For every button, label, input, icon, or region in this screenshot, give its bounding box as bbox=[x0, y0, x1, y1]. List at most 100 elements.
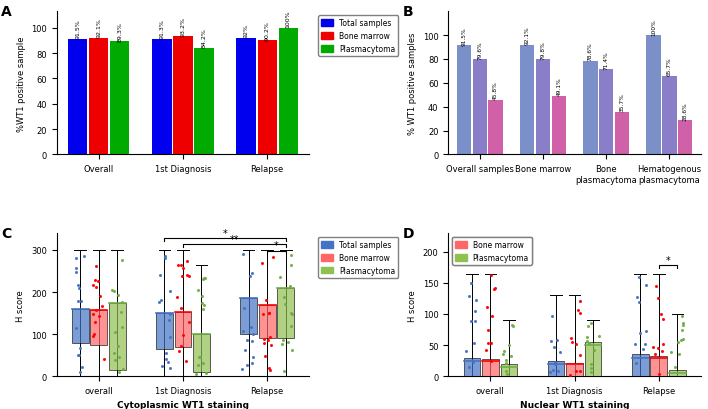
Point bbox=[549, 360, 560, 367]
Point bbox=[588, 347, 600, 353]
Text: A: A bbox=[1, 5, 12, 19]
Bar bbox=[110, 42, 130, 155]
Point bbox=[279, 368, 290, 375]
Bar bbox=[72, 309, 88, 343]
Bar bbox=[583, 61, 598, 155]
Bar bbox=[194, 49, 214, 155]
Point bbox=[165, 334, 176, 340]
Point bbox=[677, 336, 688, 342]
Text: 49.1%: 49.1% bbox=[556, 77, 561, 96]
Point bbox=[469, 308, 480, 315]
Y-axis label: H score: H score bbox=[409, 289, 417, 321]
Point bbox=[274, 274, 285, 281]
Point bbox=[112, 292, 123, 299]
Point bbox=[485, 340, 496, 347]
Point bbox=[676, 327, 687, 334]
Bar bbox=[278, 29, 298, 155]
Point bbox=[176, 343, 187, 350]
Point bbox=[88, 319, 100, 326]
Point bbox=[72, 298, 84, 304]
Bar bbox=[278, 288, 294, 339]
Point bbox=[658, 316, 669, 322]
Text: 71.4%: 71.4% bbox=[604, 51, 609, 70]
Point bbox=[500, 360, 511, 366]
Point bbox=[640, 283, 651, 289]
Point bbox=[574, 310, 586, 317]
Point bbox=[72, 352, 84, 358]
Point bbox=[666, 349, 677, 355]
Point bbox=[108, 288, 120, 295]
Point bbox=[564, 371, 576, 378]
Point bbox=[198, 302, 210, 309]
Point bbox=[585, 369, 596, 375]
Point bbox=[87, 282, 98, 289]
Point bbox=[115, 308, 127, 315]
Bar bbox=[662, 77, 677, 155]
Text: D: D bbox=[403, 227, 414, 240]
Point bbox=[594, 333, 605, 339]
Text: 65.7%: 65.7% bbox=[667, 58, 672, 76]
Point bbox=[286, 323, 297, 330]
Bar bbox=[482, 359, 498, 376]
Text: 45.8%: 45.8% bbox=[493, 81, 498, 100]
Point bbox=[678, 319, 689, 326]
Text: **: ** bbox=[229, 234, 239, 244]
Point bbox=[507, 323, 518, 329]
Point bbox=[656, 347, 668, 354]
Bar bbox=[457, 46, 472, 155]
Point bbox=[156, 363, 168, 370]
Point bbox=[92, 278, 103, 285]
Point bbox=[673, 351, 685, 357]
Text: 28.6%: 28.6% bbox=[683, 102, 687, 120]
Point bbox=[71, 255, 82, 262]
Point bbox=[71, 325, 82, 332]
Point bbox=[156, 297, 167, 303]
Bar bbox=[566, 363, 583, 376]
Bar bbox=[536, 60, 550, 155]
Point bbox=[572, 307, 583, 314]
Point bbox=[175, 262, 186, 268]
Point bbox=[246, 270, 258, 276]
Point bbox=[238, 328, 249, 334]
Point bbox=[286, 347, 297, 354]
Bar bbox=[91, 310, 107, 345]
Point bbox=[566, 339, 578, 346]
Bar bbox=[193, 334, 210, 372]
Bar bbox=[678, 121, 692, 155]
Point bbox=[258, 340, 270, 347]
X-axis label: Cytoplasmic WT1 staining: Cytoplasmic WT1 staining bbox=[117, 400, 249, 409]
Point bbox=[70, 265, 81, 272]
Point bbox=[161, 350, 172, 357]
Point bbox=[467, 358, 479, 365]
Point bbox=[544, 369, 556, 375]
Point bbox=[194, 354, 205, 360]
Point bbox=[485, 358, 496, 364]
Point bbox=[465, 280, 476, 287]
Point bbox=[262, 337, 273, 344]
Point bbox=[464, 364, 475, 370]
X-axis label: Nuclear WT1 staining: Nuclear WT1 staining bbox=[520, 400, 629, 409]
Point bbox=[545, 338, 556, 345]
Point bbox=[469, 339, 480, 346]
Point bbox=[263, 310, 275, 316]
Text: 91.5%: 91.5% bbox=[75, 19, 80, 39]
Point bbox=[196, 293, 207, 300]
Point bbox=[198, 275, 210, 281]
Point bbox=[285, 310, 297, 316]
Point bbox=[485, 272, 496, 279]
Point bbox=[547, 313, 558, 320]
Point bbox=[110, 357, 121, 364]
Point bbox=[71, 270, 82, 276]
Point bbox=[574, 352, 586, 358]
Text: 100%: 100% bbox=[651, 19, 656, 36]
Point bbox=[652, 345, 663, 351]
Point bbox=[285, 252, 297, 259]
Text: 91.3%: 91.3% bbox=[159, 19, 164, 39]
Point bbox=[246, 324, 257, 330]
Point bbox=[497, 351, 508, 358]
Point bbox=[586, 361, 597, 368]
Point bbox=[498, 348, 510, 355]
Point bbox=[465, 318, 476, 324]
Bar bbox=[152, 40, 171, 155]
Point bbox=[565, 335, 576, 341]
